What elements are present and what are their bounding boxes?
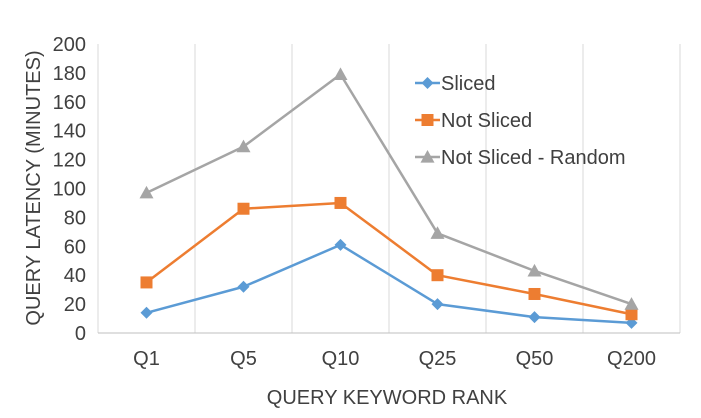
legend-label: Sliced (441, 73, 495, 95)
y-tick-label: 20 (64, 294, 86, 316)
y-tick-label: 60 (64, 236, 86, 258)
series-line-sliced (146, 243, 632, 325)
y-tick-label: 200 (53, 34, 86, 56)
legend-marker (421, 114, 434, 126)
y-tick-label: 160 (53, 92, 86, 114)
legend-marker (421, 77, 434, 89)
x-tick-label: Q200 (607, 348, 656, 370)
data-point (139, 185, 154, 199)
data-point (528, 287, 541, 300)
data-point (625, 308, 638, 321)
x-tick-label: Q50 (516, 348, 554, 370)
data-point (140, 306, 153, 319)
x-tick-label: Q1 (133, 348, 160, 370)
x-tick-label: Q10 (322, 348, 360, 370)
data-point (333, 67, 348, 80)
legend-marker (420, 150, 435, 163)
data-point (334, 196, 347, 209)
data-point (624, 297, 639, 310)
legend: Sliced Not Sliced Not Sliced - Random (415, 73, 626, 169)
data-point (237, 202, 250, 215)
y-tick-label: 120 (53, 150, 86, 172)
gridlines (194, 44, 681, 333)
data-point (334, 238, 347, 251)
data-point (431, 298, 444, 311)
series-lines (139, 67, 639, 329)
x-tick-label: Q5 (230, 348, 257, 370)
data-point (140, 276, 153, 289)
axes: 0 20 40 60 80 100 120 140 160 180 200 Q1 Q5 Q10 Q25 Q50… (53, 34, 680, 370)
y-tick-label: 40 (64, 265, 86, 287)
data-point (528, 311, 541, 324)
data-point (237, 280, 250, 293)
x-tick-label: Q25 (419, 348, 457, 370)
legend-label: Not Sliced - Random (441, 147, 626, 169)
series-line-not-sliced-random (145, 73, 632, 306)
y-tick-label: 100 (53, 179, 86, 201)
y-axis-title: QUERY LATENCY (MINUTES) (23, 50, 45, 325)
y-tick-label: 140 (53, 121, 86, 143)
data-point (236, 139, 251, 153)
data-point (527, 263, 542, 277)
legend-label: Not Sliced (441, 110, 532, 132)
y-tick-label: 0 (75, 323, 86, 345)
y-tick-label: 80 (64, 207, 86, 229)
series-line-not-sliced (145, 201, 632, 316)
x-axis-title: QUERY KEYWORD RANK (267, 387, 508, 409)
y-tick-label: 180 (53, 63, 86, 85)
data-point (430, 226, 445, 239)
data-point (431, 269, 444, 282)
